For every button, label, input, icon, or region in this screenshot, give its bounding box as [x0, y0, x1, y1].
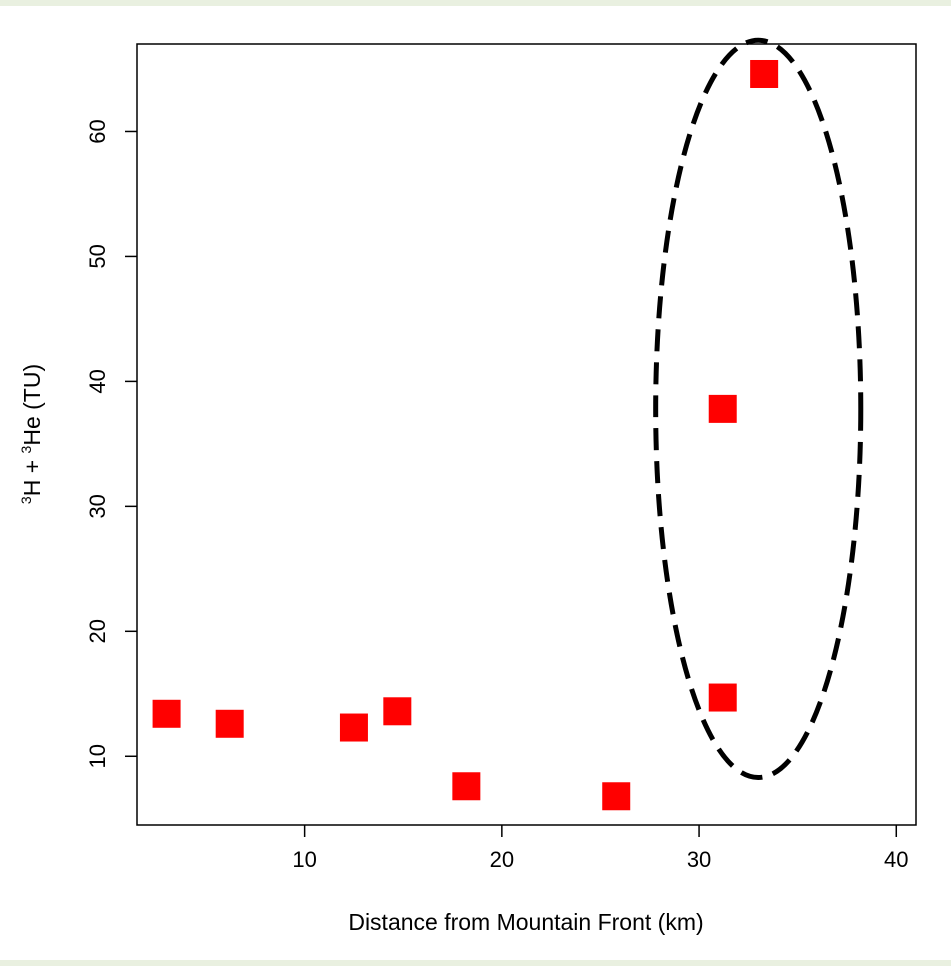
data-points [152, 59, 779, 811]
chart-frame: 10 20 30 40 10 20 30 40 50 60 Distance from Moun… [0, 6, 951, 960]
y-tick-label: 40 [85, 369, 110, 393]
data-point [708, 683, 737, 712]
data-point [215, 709, 244, 738]
x-tick-label: 10 [292, 847, 316, 872]
x-axis: 10 20 30 40 [292, 825, 909, 872]
y-axis-title-part1: H + [19, 453, 45, 496]
x-tick-label: 40 [884, 847, 908, 872]
scatter-chart: 10 20 30 40 10 20 30 40 50 60 Distance from Moun… [18, 37, 917, 935]
data-point [152, 699, 181, 728]
y-tick-label: 20 [85, 619, 110, 643]
x-tick-label: 20 [490, 847, 514, 872]
data-point [383, 697, 412, 726]
data-point [339, 713, 368, 742]
data-point [750, 59, 779, 88]
y-tick-label: 10 [85, 744, 110, 768]
data-point [708, 394, 737, 423]
data-point [602, 782, 631, 811]
y-tick-label: 30 [85, 494, 110, 518]
y-axis-title: 3H + 3He (TU) [18, 364, 45, 504]
y-tick-label: 60 [85, 119, 110, 143]
highlight-ellipse [653, 37, 864, 781]
y-axis-title-sup1: 3 [18, 496, 34, 504]
plot-area [136, 43, 917, 826]
x-axis-title: Distance from Mountain Front (km) [348, 909, 703, 935]
y-axis: 10 20 30 40 50 60 [85, 119, 137, 769]
y-axis-title-sup2: 3 [18, 445, 34, 453]
data-point [452, 772, 481, 801]
y-axis-title-part2: He (TU) [19, 364, 45, 446]
y-tick-label: 50 [85, 244, 110, 268]
x-tick-label: 30 [687, 847, 711, 872]
